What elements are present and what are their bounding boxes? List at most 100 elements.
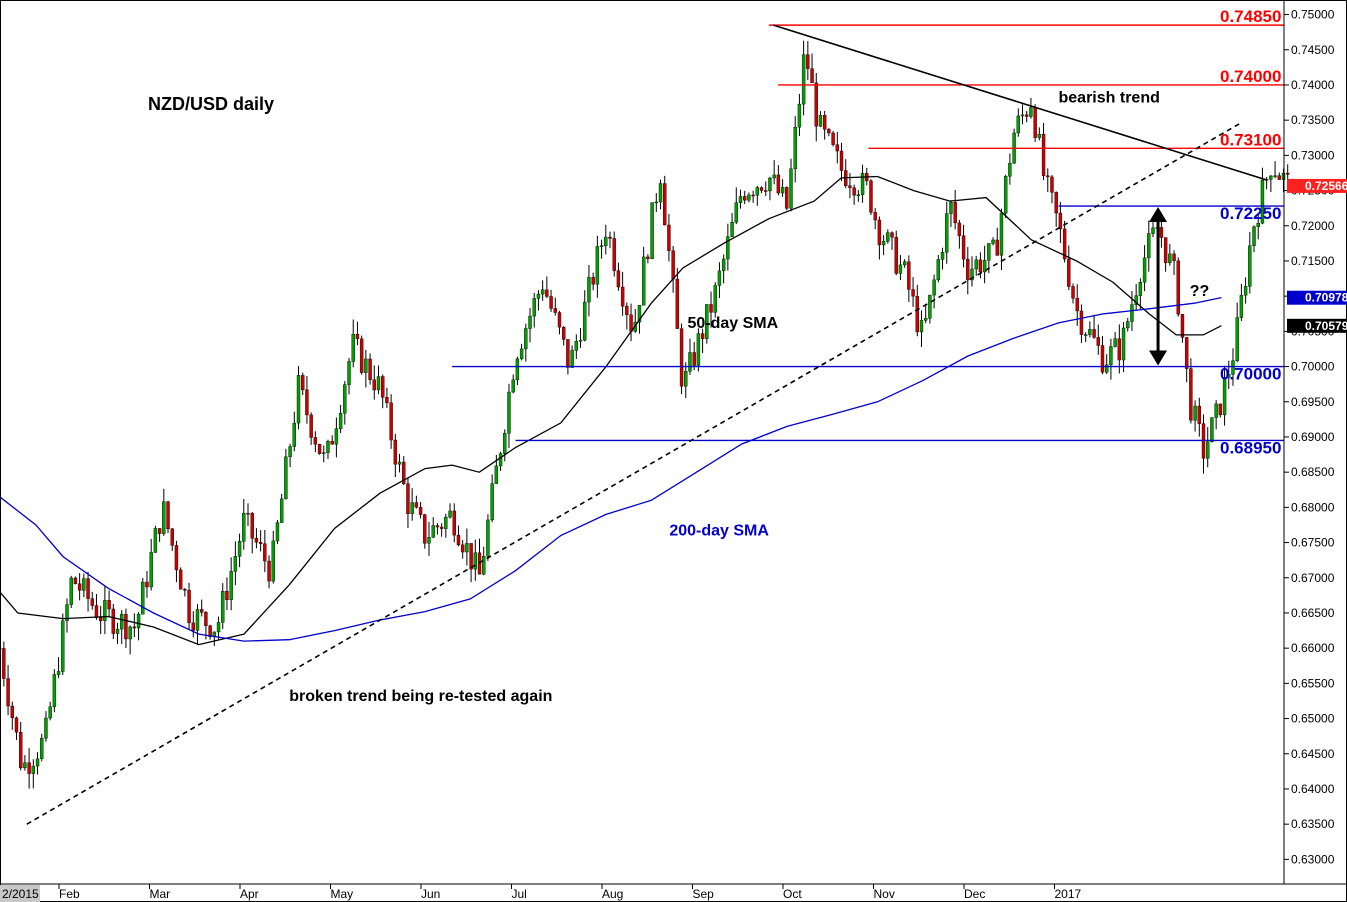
candle-bull — [221, 591, 225, 623]
candle-bull — [334, 428, 339, 445]
candle-bear — [557, 312, 562, 328]
candle-bear — [566, 339, 570, 368]
candle-bull — [578, 339, 583, 342]
candle-bull — [801, 54, 806, 105]
candle-bull — [1193, 405, 1197, 421]
candle-bear — [258, 542, 263, 544]
candle-bull — [61, 620, 65, 672]
candle-bull — [940, 252, 945, 260]
candle-bull — [991, 239, 995, 244]
candle-bull — [637, 305, 642, 323]
candle-bear — [402, 461, 406, 484]
candle-bear — [1062, 228, 1067, 260]
candle-bull — [351, 333, 355, 362]
candle-bear — [309, 414, 313, 438]
candle-bull — [658, 183, 663, 203]
candle-bear — [692, 352, 696, 366]
x-tick-label: Jul — [512, 887, 527, 901]
candle-bull — [82, 578, 86, 591]
y-tick-label: 0.74500 — [1291, 43, 1335, 57]
price-badge — [1287, 290, 1347, 305]
candle-bull — [721, 258, 726, 272]
candle-bear — [890, 232, 894, 238]
candle-bull — [322, 452, 326, 454]
candle-bear — [452, 510, 456, 536]
candle-bull — [818, 115, 823, 127]
candle-bull — [195, 609, 200, 631]
candle-bear — [957, 222, 962, 236]
candle-bear — [822, 115, 827, 130]
candle-bull — [797, 103, 802, 128]
candle-bull — [288, 446, 292, 458]
candle-bull — [410, 502, 414, 514]
candle-bull — [1273, 175, 1277, 177]
candle-bear — [250, 512, 254, 539]
chart-title: NZD/USD daily — [148, 94, 274, 114]
candle-bear — [1033, 107, 1037, 138]
candle-bull — [1151, 227, 1155, 234]
candle-bull — [376, 376, 381, 391]
candle-bear — [751, 194, 755, 197]
candle-bear — [953, 202, 957, 224]
candle-bear — [1054, 192, 1058, 214]
candle-bull — [120, 614, 124, 630]
candle-bull — [482, 556, 486, 575]
candle-bear — [620, 286, 625, 307]
candle-bull — [1109, 346, 1113, 366]
candle-bull — [56, 671, 61, 675]
candle-bull — [1121, 327, 1126, 361]
candle-bear — [1075, 298, 1079, 312]
y-tick-label: 0.70000 — [1291, 360, 1335, 374]
candle-bull — [532, 298, 536, 317]
candle-bear — [124, 614, 128, 640]
candle-bear — [225, 591, 229, 600]
candle-bull — [65, 604, 69, 622]
x-tick-label: Mar — [150, 887, 171, 901]
sma50-line — [0, 175, 1222, 646]
candle-bear — [873, 212, 877, 221]
candle-bull — [570, 350, 574, 368]
candle-bear — [107, 600, 111, 610]
candle-bear — [191, 622, 195, 631]
candle-bear — [827, 129, 831, 134]
candle-bull — [237, 541, 242, 557]
candle-bull — [1016, 115, 1021, 134]
candle-bear — [313, 437, 318, 445]
candle-bull — [860, 173, 865, 195]
candle-bull — [1260, 179, 1265, 224]
y-tick-label: 0.71500 — [1291, 254, 1335, 268]
candle-bull — [881, 241, 886, 246]
candle-bull — [583, 301, 587, 341]
y-tick-label: 0.69500 — [1291, 395, 1335, 409]
level-label: 0.72250 — [1220, 204, 1281, 223]
candle-bull — [1269, 175, 1273, 180]
candle-bear — [1189, 368, 1193, 421]
candle-bear — [1176, 260, 1180, 315]
candle-bull — [574, 341, 579, 351]
candle-bear — [806, 54, 810, 69]
y-tick-label: 0.65000 — [1291, 712, 1335, 726]
annotation-text: 200-day SMA — [669, 523, 769, 540]
candle-bull — [103, 600, 107, 622]
candle-bear — [612, 238, 616, 271]
candle-bear — [1180, 314, 1185, 338]
candle-bear — [911, 289, 915, 297]
candle-bull — [427, 537, 431, 544]
candle-bull — [772, 174, 776, 179]
y-tick-label: 0.68000 — [1291, 500, 1335, 514]
candle-bull — [448, 510, 452, 518]
candle-bull — [1088, 329, 1092, 335]
candle-bear — [709, 304, 713, 313]
candle-bull — [1222, 377, 1227, 416]
candle-bull — [233, 556, 238, 572]
candle-bear — [170, 528, 174, 546]
candle-bull — [524, 328, 528, 350]
candle-bull — [1168, 253, 1172, 264]
x-tick-label: Dec — [964, 887, 985, 901]
candle-bear — [545, 289, 549, 297]
candle-bear — [359, 338, 364, 373]
candle-bull — [519, 348, 524, 360]
price-badge — [1287, 318, 1347, 333]
